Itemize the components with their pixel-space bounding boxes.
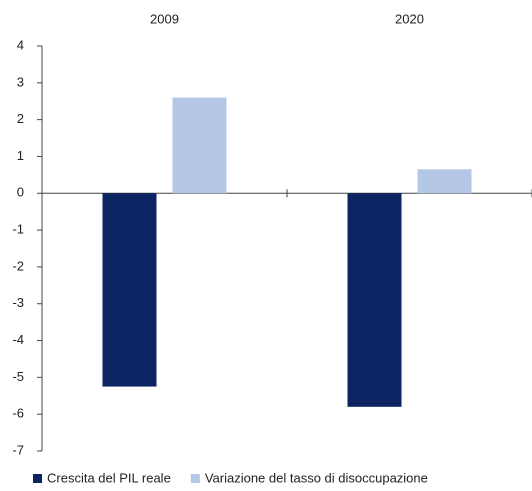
y-tick-label: -1	[12, 222, 24, 237]
y-tick-label: -5	[12, 369, 24, 384]
y-tick-label: 0	[17, 185, 24, 200]
y-tick-label: -4	[12, 332, 24, 347]
y-tick-label: 2	[17, 111, 24, 126]
legend-label: Crescita del PIL reale	[47, 470, 171, 485]
legend-label: Variazione del tasso di disoccupazione	[205, 470, 428, 485]
y-tick-label: 4	[17, 37, 24, 52]
bar	[102, 193, 157, 387]
y-tick-label: 1	[17, 148, 24, 163]
y-tick-label: 3	[17, 74, 24, 89]
legend-swatch	[190, 474, 200, 483]
legend-swatch	[33, 474, 42, 483]
y-tick-label: -3	[12, 295, 24, 310]
bar	[347, 193, 402, 407]
x-tick-label: 2009	[150, 11, 179, 26]
y-tick-label: -6	[12, 406, 24, 421]
y-tick-label: -7	[12, 442, 24, 457]
y-tick-label: -2	[12, 258, 24, 273]
bar	[172, 97, 227, 194]
x-tick-label: 2020	[395, 11, 424, 26]
bar	[417, 169, 472, 194]
